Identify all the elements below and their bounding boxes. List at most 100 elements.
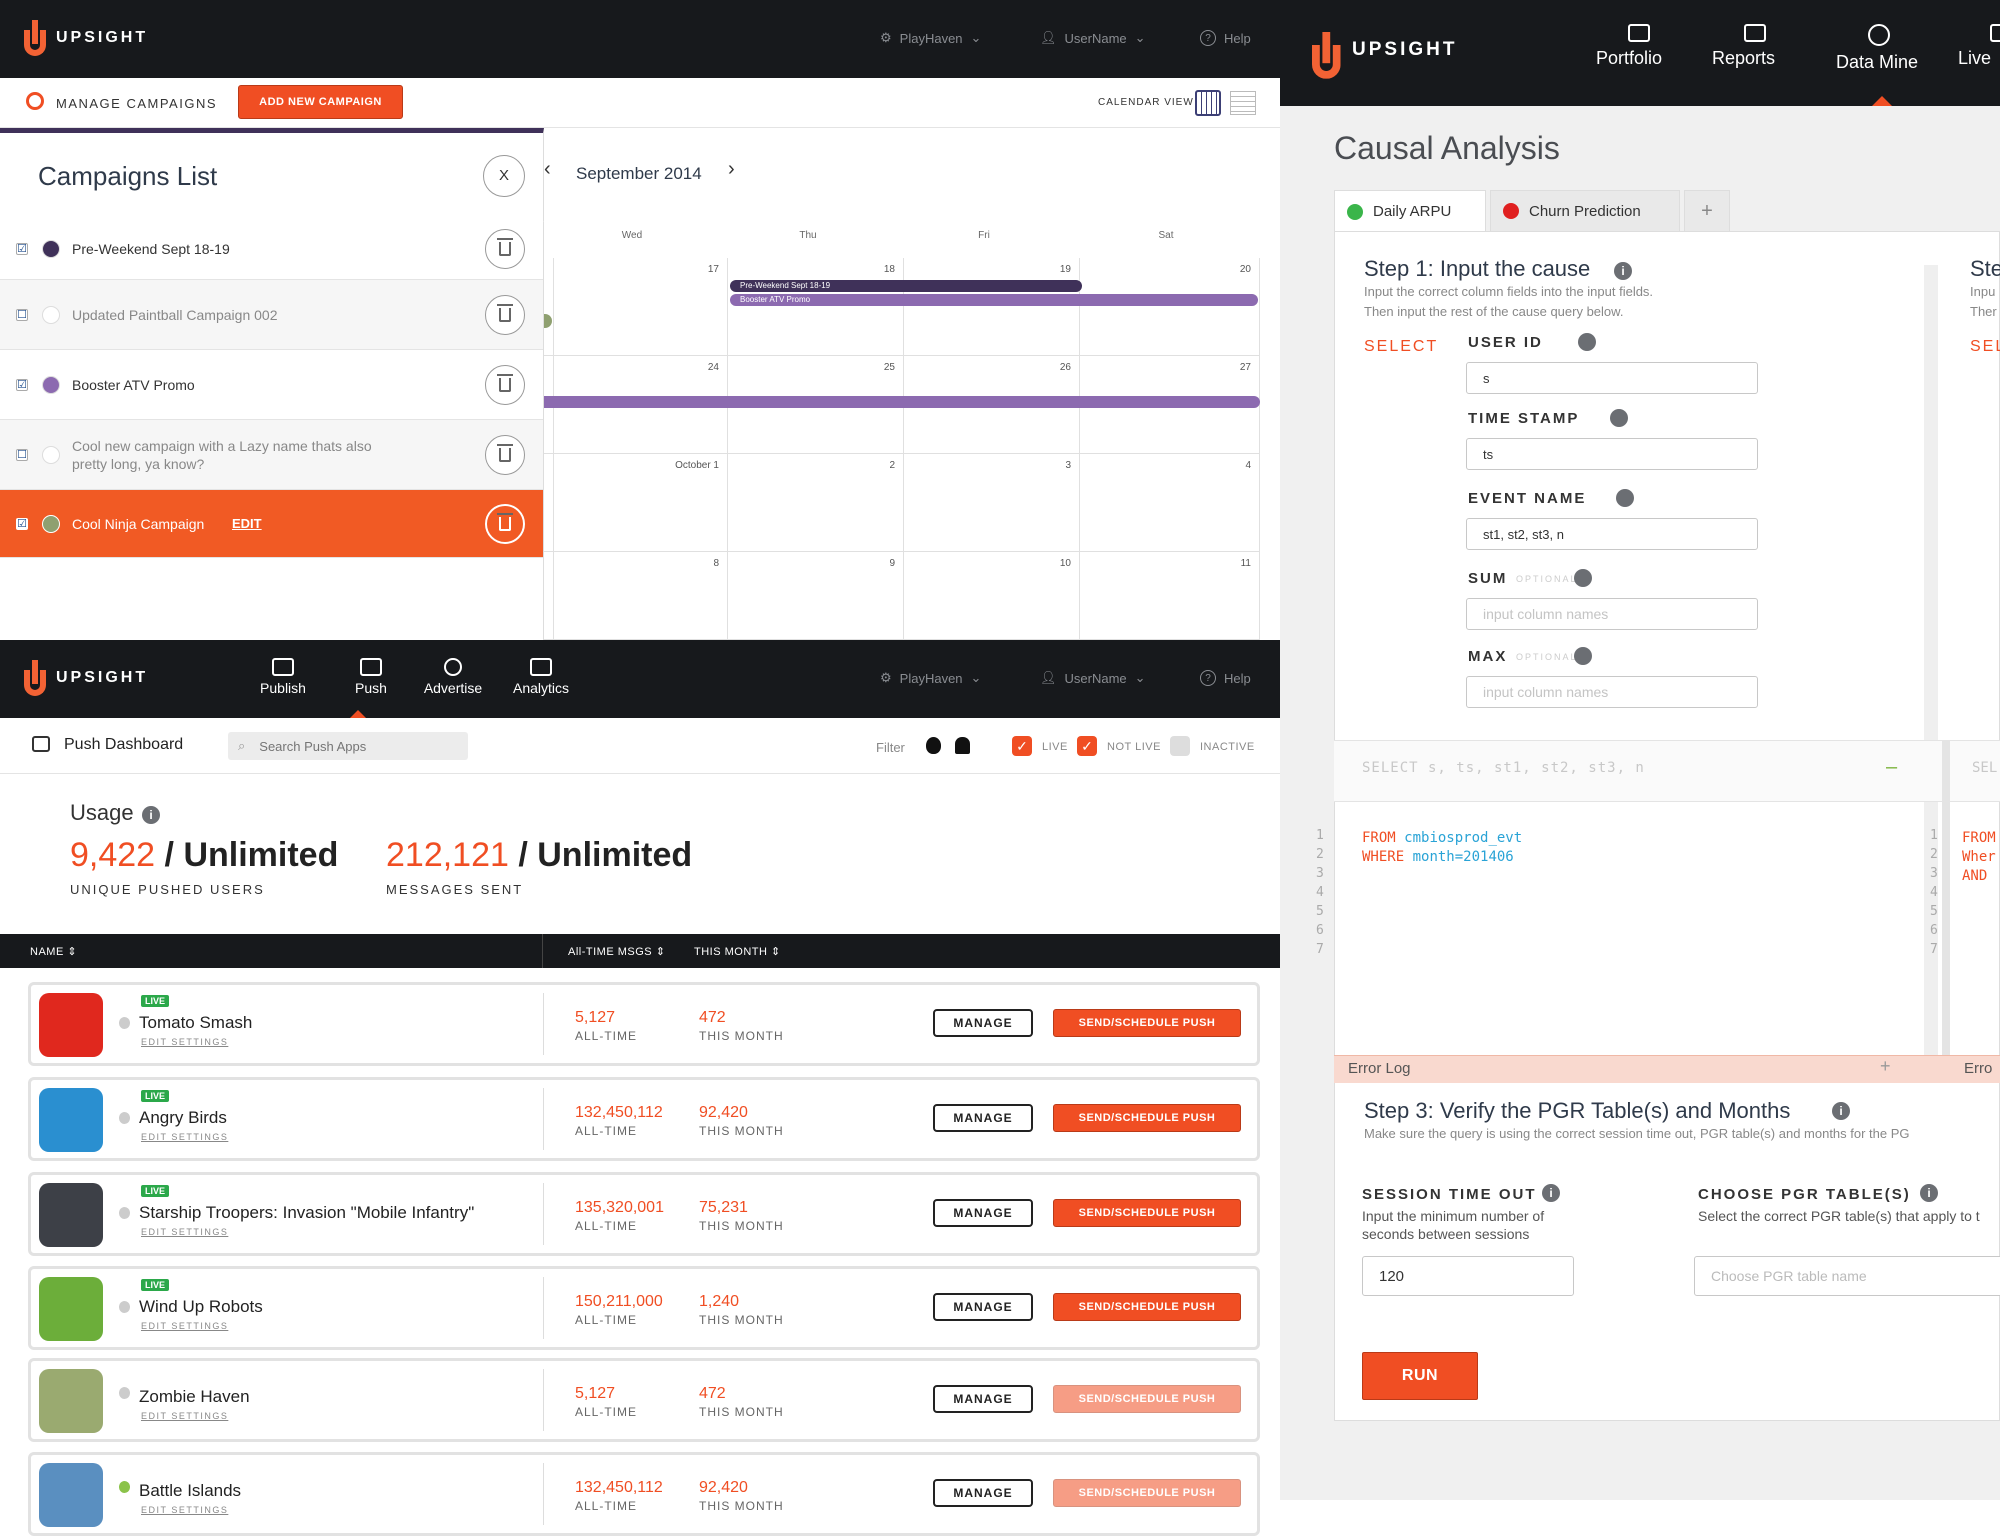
expand-icon[interactable]: + [1880, 1056, 1891, 1076]
calendar-day[interactable]: 18 [728, 258, 904, 356]
app-row[interactable]: Zombie Haven EDIT SETTINGS 5,127 ALL-TIME 47… [28, 1358, 1260, 1442]
send-schedule-push-button[interactable]: SEND/SCHEDULE PUSH [1053, 1104, 1241, 1132]
android-icon[interactable] [955, 737, 970, 754]
calendar-day[interactable]: 19 [904, 258, 1080, 356]
campaign-row[interactable]: ☐ Updated Paintball Campaign 002 [0, 280, 543, 350]
delete-campaign-button[interactable] [485, 295, 525, 335]
campaign-checkbox[interactable]: ☐ [16, 448, 28, 461]
user-dropdown[interactable]: 👤︎ UserName ⌄ [1040, 30, 1146, 46]
col-name[interactable]: NAME ⇕ [30, 945, 77, 958]
nav-analytics[interactable]: Analytics [496, 658, 586, 696]
nav-reports[interactable]: Reports [1712, 24, 1812, 69]
collapse-icon[interactable]: – [1886, 756, 1898, 778]
info-icon[interactable]: i [142, 806, 160, 824]
calendar-event[interactable]: Pre-Weekend Sept 18-19 [730, 280, 1082, 292]
search-input[interactable] [259, 738, 450, 754]
app-row[interactable]: Battle Islands EDIT SETTINGS 132,450,112 AL… [28, 1452, 1260, 1536]
calendar-day[interactable]: 20 [1080, 258, 1260, 356]
field-input[interactable]: st1, st2, st3, n [1466, 518, 1758, 550]
org-dropdown[interactable]: ⚙ PlayHaven ⌄ [880, 30, 981, 46]
manage-button[interactable]: MANAGE [933, 1104, 1033, 1132]
upsight-logo[interactable]: UPSIGHT [1312, 32, 1457, 79]
not-live-filter-checkbox[interactable]: ✓ [1077, 736, 1097, 756]
live-filter-checkbox[interactable]: ✓ [1012, 736, 1032, 756]
campaign-row[interactable]: ☑ Cool Ninja Campaign EDIT [0, 490, 543, 558]
info-icon[interactable] [1578, 333, 1596, 351]
edit-settings-link[interactable]: EDIT SETTINGS [141, 1227, 229, 1237]
pgr-table-select[interactable]: Choose PGR table name [1694, 1256, 2000, 1296]
help-link[interactable]: ? Help [1200, 30, 1251, 46]
tab-churn-prediction[interactable]: Churn Prediction [1490, 190, 1680, 232]
add-new-campaign-button[interactable]: ADD NEW CAMPAIGN [238, 85, 403, 119]
user-dropdown[interactable]: 👤︎ UserName ⌄ [1040, 670, 1146, 686]
col-month[interactable]: THIS MONTH ⇕ [694, 945, 781, 958]
manage-button[interactable]: MANAGE [933, 1385, 1033, 1413]
info-icon[interactable]: i [1614, 262, 1632, 280]
calendar-day[interactable] [544, 258, 554, 356]
next-month-icon[interactable]: › [728, 158, 735, 180]
field-input[interactable]: input column names [1466, 676, 1758, 708]
info-icon[interactable]: i [1832, 1102, 1850, 1120]
close-list-button[interactable]: X [483, 155, 525, 197]
apple-icon-shape[interactable] [926, 737, 941, 754]
info-icon[interactable] [1574, 569, 1592, 587]
tab-daily-arpu[interactable]: Daily ARPU [1334, 190, 1486, 232]
delete-campaign-button[interactable] [485, 504, 525, 544]
calendar-day[interactable] [544, 552, 554, 640]
calendar-day[interactable] [544, 454, 554, 552]
nav-publish[interactable]: Publish [238, 658, 328, 696]
send-schedule-push-button[interactable]: SEND/SCHEDULE PUSH [1053, 1009, 1241, 1037]
calendar-event[interactable]: Booster ATV Promo [730, 294, 1258, 306]
edit-settings-link[interactable]: EDIT SETTINGS [141, 1037, 229, 1047]
calendar-day[interactable]: 9 [728, 552, 904, 640]
send-schedule-push-button[interactable]: SEND/SCHEDULE PUSH [1053, 1385, 1241, 1413]
app-row[interactable]: LIVE Tomato Smash EDIT SETTINGS 5,127 ALL-TI… [28, 982, 1260, 1066]
calendar-day[interactable]: 27 [1080, 356, 1260, 454]
campaign-row[interactable]: ☑ Booster ATV Promo [0, 350, 543, 420]
campaign-checkbox[interactable]: ☑ [16, 517, 28, 530]
info-icon[interactable] [1616, 489, 1634, 507]
field-input[interactable]: input column names [1466, 598, 1758, 630]
send-schedule-push-button[interactable]: SEND/SCHEDULE PUSH [1053, 1479, 1241, 1507]
campaign-checkbox[interactable]: ☑ [16, 242, 28, 255]
run-button[interactable]: RUN [1362, 1352, 1478, 1400]
calendar-day[interactable]: October 1 [554, 454, 728, 552]
field-input[interactable]: ts [1466, 438, 1758, 470]
manage-button[interactable]: MANAGE [933, 1293, 1033, 1321]
manage-button[interactable]: MANAGE [933, 1479, 1033, 1507]
error-log-bar[interactable] [1334, 1055, 2000, 1083]
upsight-logo[interactable]: UPSIGHT [24, 20, 148, 56]
edit-campaign-link[interactable]: EDIT [232, 516, 262, 531]
campaign-row[interactable]: ☐ Cool new campaign with a Lazy name that… [0, 420, 543, 490]
manage-button[interactable]: MANAGE [933, 1009, 1033, 1037]
add-tab-button[interactable]: + [1684, 190, 1730, 232]
search-push-apps[interactable]: ⌕ [228, 732, 468, 760]
manage-button[interactable]: MANAGE [933, 1199, 1033, 1227]
help-link[interactable]: ? Help [1200, 670, 1251, 686]
send-schedule-push-button[interactable]: SEND/SCHEDULE PUSH [1053, 1293, 1241, 1321]
app-row[interactable]: LIVE Angry Birds EDIT SETTINGS 132,450,112 A… [28, 1077, 1260, 1161]
edit-settings-link[interactable]: EDIT SETTINGS [141, 1132, 229, 1142]
info-icon[interactable]: i [1542, 1184, 1560, 1202]
calendar-view-icon[interactable] [1195, 90, 1221, 116]
calendar-day[interactable]: 8 [554, 552, 728, 640]
nav-live[interactable]: Live [1958, 24, 2000, 69]
app-row[interactable]: LIVE Wind Up Robots EDIT SETTINGS 150,211,0… [28, 1266, 1260, 1350]
delete-campaign-button[interactable] [485, 229, 525, 269]
col-alltime[interactable]: All-TIME MSGS ⇕ [568, 945, 665, 958]
upsight-logo[interactable]: UPSIGHT [24, 660, 148, 696]
calendar-day[interactable]: 17 [554, 258, 728, 356]
info-icon[interactable] [1610, 409, 1628, 427]
calendar-day[interactable]: 2 [728, 454, 904, 552]
prev-month-icon[interactable]: ‹ [544, 158, 551, 180]
calendar-day[interactable]: 11 [1080, 552, 1260, 640]
org-dropdown[interactable]: ⚙ PlayHaven ⌄ [880, 670, 981, 686]
list-view-icon[interactable] [1230, 91, 1256, 115]
nav-push[interactable]: Push [326, 658, 416, 696]
nav-data-mine[interactable]: Data Mine [1836, 24, 1936, 73]
send-schedule-push-button[interactable]: SEND/SCHEDULE PUSH [1053, 1199, 1241, 1227]
calendar-day[interactable]: 3 [904, 454, 1080, 552]
app-row[interactable]: LIVE Starship Troopers: Invasion "Mobile … [28, 1172, 1260, 1256]
nav-portfolio[interactable]: Portfolio [1596, 24, 1696, 69]
edit-settings-link[interactable]: EDIT SETTINGS [141, 1321, 229, 1331]
